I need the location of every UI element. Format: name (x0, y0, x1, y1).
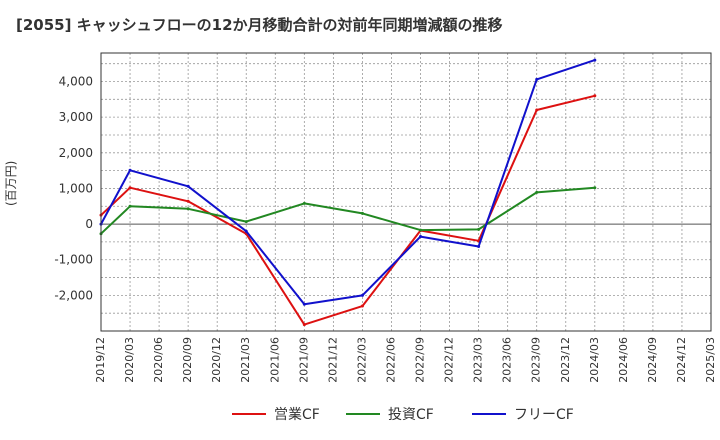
data-point (129, 169, 132, 172)
data-point (593, 186, 596, 189)
x-tick-label: 2020/12 (210, 337, 223, 383)
x-tick-label: 2020/06 (152, 337, 165, 383)
data-point (303, 202, 306, 205)
x-tick-label: 2024/03 (588, 337, 601, 383)
data-point (245, 230, 248, 233)
data-point (593, 59, 596, 62)
x-tick-label: 2023/03 (472, 337, 485, 383)
x-tick-label: 2022/03 (355, 337, 368, 383)
data-point (477, 228, 480, 231)
data-point (187, 185, 190, 188)
data-point (129, 186, 132, 189)
x-tick-label: 2022/12 (443, 337, 456, 383)
legend-layer: 営業CF 投資CF フリーCF (232, 407, 574, 423)
x-tick-label: 2022/06 (384, 337, 397, 383)
data-point (419, 235, 422, 238)
plot-frame (101, 53, 711, 331)
grid-layer (101, 53, 711, 331)
data-point (535, 109, 538, 112)
x-tick-label: 2019/12 (94, 337, 107, 383)
x-tick-label: 2022/09 (414, 337, 427, 383)
y-tick-label: -1,000 (54, 253, 93, 267)
series-layer (100, 59, 597, 326)
data-point (477, 245, 480, 248)
x-tick-label: 2020/03 (123, 337, 136, 383)
series-line-2 (101, 188, 595, 234)
data-point (129, 205, 132, 208)
y-tick-label: 3,000 (59, 110, 93, 124)
data-point (187, 200, 190, 203)
data-point (245, 220, 248, 223)
series-line-3 (101, 60, 595, 304)
legend-label: フリーCF (514, 407, 574, 423)
x-tick-label: 2024/09 (646, 337, 659, 383)
x-tick-label: 2023/12 (559, 337, 572, 383)
data-point (187, 207, 190, 210)
data-point (303, 323, 306, 326)
x-tick-label: 2023/06 (501, 337, 514, 383)
data-point (361, 305, 364, 308)
chart-root: [2055] キャッシュフローの12か月移動合計の対前年同期増減額の推移 (百万… (0, 0, 720, 440)
y-tick-label: 4,000 (59, 75, 93, 89)
x-tick-label: 2021/09 (297, 337, 310, 383)
y-tick-label: 2,000 (59, 146, 93, 160)
data-point (593, 94, 596, 97)
legend-label: 投資CF (388, 407, 434, 423)
data-point (361, 212, 364, 215)
x-tick-label: 2024/12 (675, 337, 688, 383)
x-tick-label: 2021/06 (268, 337, 281, 383)
data-point (361, 294, 364, 297)
x-tick-label: 2024/06 (617, 337, 630, 383)
x-tick-label: 2025/03 (704, 337, 717, 383)
y-tick-label: -2,000 (54, 288, 93, 302)
data-point (303, 303, 306, 306)
data-point (535, 78, 538, 81)
y-tick-label: 1,000 (59, 181, 93, 195)
x-tick-label: 2021/03 (239, 337, 252, 383)
x-tick-label: 2020/09 (181, 337, 194, 383)
legend-label: 営業CF (274, 407, 320, 423)
chart-svg: -2,000 -1,000 0 1,000 2,000 3,000 4,000 2019/12… (0, 0, 720, 440)
axis-layer: -2,000 -1,000 0 1,000 2,000 3,000 4,000 2019/12… (54, 53, 717, 383)
data-point (419, 229, 422, 232)
data-point (535, 191, 538, 194)
x-tick-label: 2021/12 (326, 337, 339, 383)
y-tick-label: 0 (85, 217, 93, 231)
x-tick-label: 2023/09 (530, 337, 543, 383)
